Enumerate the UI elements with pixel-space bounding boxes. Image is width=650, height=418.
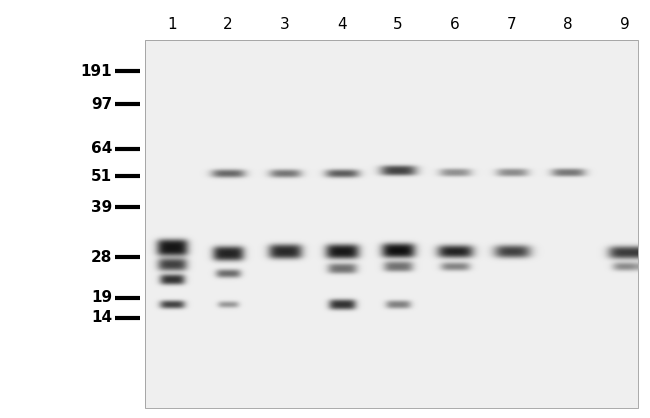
Text: 14: 14 [91,310,112,325]
Bar [145,40,638,408]
Text: 5: 5 [393,17,403,32]
Text: 191: 191 [81,64,112,79]
Text: 9: 9 [620,17,630,32]
Text: 4: 4 [337,17,347,32]
Text: 64: 64 [90,141,112,156]
Text: 2: 2 [223,17,233,32]
Text: 3: 3 [280,17,290,32]
Text: 1: 1 [167,17,177,32]
Text: 97: 97 [91,97,112,112]
Text: 6: 6 [450,17,460,32]
Text: 8: 8 [563,17,573,32]
Text: 39: 39 [91,200,112,215]
Text: 51: 51 [91,168,112,184]
Text: 7: 7 [507,17,517,32]
Text: 19: 19 [91,290,112,305]
Text: 28: 28 [90,250,112,265]
